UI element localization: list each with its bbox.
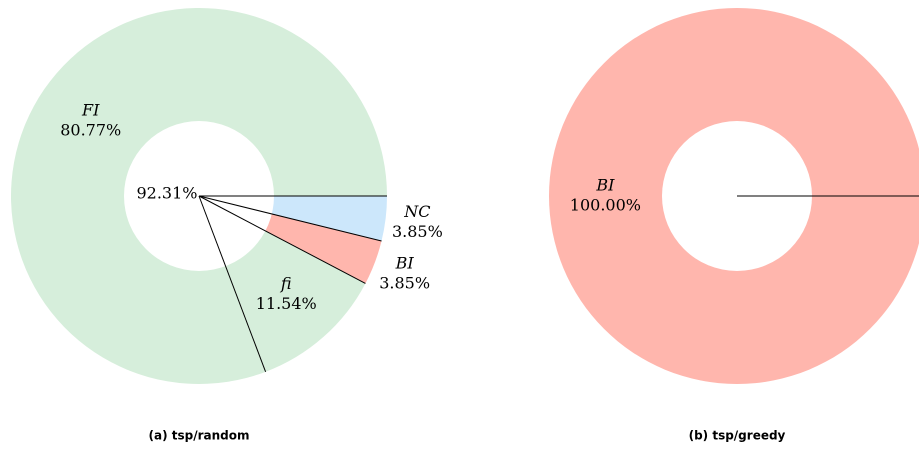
chart-title: (a) tsp/random (149, 429, 250, 443)
center-label: 92.31% (136, 184, 197, 203)
slice-value-label: 3.85% (379, 274, 430, 293)
chart-title: (b) tsp/greedy (689, 429, 786, 443)
slice-name: NC (403, 202, 430, 221)
slice-value-label: 11.54% (256, 294, 317, 313)
slice-name: fi (280, 274, 292, 293)
slice-name: BI (595, 176, 615, 195)
slice-name: FI (81, 101, 100, 120)
slice-value-label: 3.85% (392, 222, 443, 241)
slice-value-label: 80.77% (60, 121, 121, 140)
slice-border (198, 195, 267, 372)
slice-border (198, 195, 382, 242)
slice-border (198, 195, 366, 284)
slice-value-label: 100.00% (570, 196, 641, 215)
slice-name: BI (395, 254, 415, 273)
